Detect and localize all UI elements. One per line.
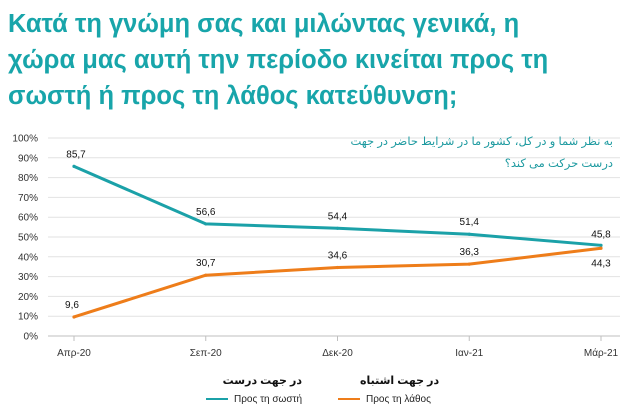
data-point-right (72, 164, 76, 168)
data-label-wrong: 44,3 (591, 258, 611, 269)
y-tick-label: 60% (18, 213, 38, 224)
data-label-wrong: 34,6 (328, 250, 348, 261)
legend-label-right: Προς τη σωστή (234, 393, 303, 405)
data-point-wrong (467, 262, 471, 266)
x-tick-label: Μάρ-21 (584, 347, 619, 359)
data-point-right (599, 243, 603, 247)
y-tick-label: 50% (18, 233, 38, 244)
y-tick-label: 80% (18, 173, 38, 184)
data-label-wrong: 36,3 (460, 247, 480, 258)
y-tick-label: 20% (18, 292, 38, 303)
x-tick-label: Απρ-20 (57, 348, 91, 359)
chart-title-line-2: χώρα μας αυτή την περίοδο κινείται προς … (8, 46, 549, 74)
x-tick-label: Ιαν-21 (455, 348, 483, 359)
chart-subtitle-line-2: درست حرکت می کند؟ (504, 158, 613, 170)
legend-alt-label-right: در جهت درست (222, 375, 303, 387)
data-labels: 85,7 56,6 54,4 51,4 45,8 9,6 30,7 34,6 36,3 44,3 (65, 149, 611, 311)
y-tick-label: 30% (18, 272, 38, 283)
y-tick-label: 10% (18, 312, 38, 323)
series-line-right (72, 164, 603, 247)
data-point-right (467, 232, 471, 236)
legend-swatch-wrong (338, 398, 360, 400)
line-chart: 0% 10% 20% 30% 40% 50% 60% 70% 80% 90% 100% Απρ-20 Σ… (12, 134, 620, 359)
chart-subtitle-line-1: به نظر شما و در کل، کشور ما در شرایط حاض… (350, 136, 613, 148)
data-label-wrong: 9,6 (65, 300, 79, 311)
legend-item-right-direction: در جهت درست Προς τη σωστή (206, 372, 302, 408)
data-point-wrong (204, 273, 208, 277)
data-point-right (335, 226, 340, 230)
data-label-right: 45,8 (591, 229, 611, 240)
x-tick-label: Δεκ-20 (322, 348, 353, 359)
chart-legend: در جهت درست Προς τη σωστή در جهت اشتباه … (198, 372, 458, 412)
data-point-wrong (72, 315, 76, 319)
axes: 0% 10% 20% 30% 40% 50% 60% 70% 80% 90% 100% Απρ-20 Σ… (12, 134, 620, 359)
data-point-wrong (599, 246, 603, 250)
data-label-right: 54,4 (328, 211, 348, 222)
chart-title-line-3: σωστή ή προς τη λάθος κατεύθυνση; (8, 82, 458, 110)
chart-title-line-1: Κατά τη γνώμη σας και μιλώντας γενικά, η (8, 10, 520, 38)
legend-swatch-right (206, 398, 228, 400)
y-tick-label: 0% (24, 332, 39, 343)
legend-alt-label-wrong: در جهت اشتباه (360, 375, 440, 387)
chart-title: Κατά τη γνώμη σας και μιλώντας γενικά, η… (8, 6, 633, 114)
y-tick-label: 90% (18, 153, 38, 164)
data-label-right: 51,4 (460, 217, 480, 228)
data-point-right (204, 222, 208, 226)
y-tick-label: 70% (18, 193, 38, 204)
legend-label-wrong: Προς τη λάθος (366, 393, 431, 405)
x-tick-label: Σεπ-20 (190, 348, 222, 359)
y-tick-label: 100% (12, 134, 38, 145)
chart-subtitle: به نظر شما و در کل، کشور ما در شرایط حاض… (283, 131, 613, 175)
series-lines (72, 164, 603, 319)
data-label-right: 85,7 (66, 149, 86, 160)
data-label-right: 56,6 (196, 207, 216, 218)
data-label-wrong: 30,7 (196, 258, 216, 269)
y-tick-label: 40% (18, 252, 38, 263)
legend-item-wrong-direction: در جهت اشتباه Προς τη λάθος (338, 372, 439, 408)
data-point-wrong (335, 265, 340, 270)
